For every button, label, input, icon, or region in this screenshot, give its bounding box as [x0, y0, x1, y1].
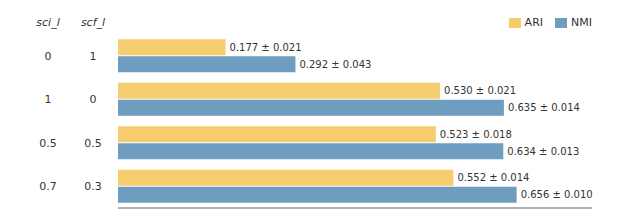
- svg-text:0: 0: [45, 50, 52, 63]
- svg-text:1: 1: [90, 50, 97, 63]
- svg-text:0.656 ± 0.010: 0.656 ± 0.010: [521, 189, 593, 200]
- html-text:ARI: ARI: [524, 16, 543, 29]
- svg-text:0.5: 0.5: [84, 137, 102, 150]
- html-text:sci_l: sci_l: [36, 16, 60, 29]
- svg-text:0.530 ± 0.021: 0.530 ± 0.021: [444, 85, 516, 96]
- html-text:NMI: NMI: [571, 16, 592, 29]
- svg-text:0.7: 0.7: [39, 180, 57, 193]
- svg-text:1: 1: [45, 93, 52, 106]
- html-text:scf_l: scf_l: [80, 16, 106, 29]
- svg-text:0.3: 0.3: [84, 180, 102, 193]
- svg-text:0.634 ± 0.013: 0.634 ± 0.013: [507, 146, 579, 157]
- svg-text:0: 0: [90, 93, 97, 106]
- svg-text:0.552 ± 0.014: 0.552 ± 0.014: [457, 172, 529, 183]
- svg-text:0.635 ± 0.014: 0.635 ± 0.014: [508, 102, 580, 113]
- svg-text:0.5: 0.5: [39, 137, 57, 150]
- svg-text:0.523 ± 0.018: 0.523 ± 0.018: [440, 129, 512, 140]
- svg-text:0.292 ± 0.043: 0.292 ± 0.043: [299, 59, 371, 70]
- svg-text:0.177 ± 0.021: 0.177 ± 0.021: [230, 42, 302, 53]
